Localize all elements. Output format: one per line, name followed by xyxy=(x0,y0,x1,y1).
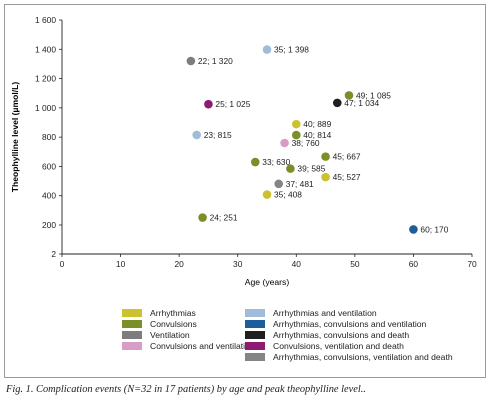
x-tick-label: 30 xyxy=(233,259,243,269)
y-tick-label: 200 xyxy=(42,220,56,230)
data-point-vent xyxy=(186,56,196,66)
data-point-acd xyxy=(332,98,342,108)
y-ticks: 2 200 400 600 800 1 000 1 200 1 400 1 600 xyxy=(35,15,62,259)
y-tick-label: 400 xyxy=(42,191,56,201)
data-point-label: 35; 408 xyxy=(274,190,302,200)
data-point-label: 25; 1 025 xyxy=(215,99,250,109)
data-point-acvd xyxy=(274,179,284,189)
x-ticks: 0 10 20 30 40 50 60 70 xyxy=(60,254,477,269)
data-point-av xyxy=(192,130,202,140)
y-axis-label: Theophylline level (µmol/L) xyxy=(10,82,20,193)
x-axis-label: Age (years) xyxy=(245,277,290,287)
x-tick-label: 0 xyxy=(60,259,65,269)
figure-frame xyxy=(4,4,486,378)
data-point-conv xyxy=(198,213,207,222)
y-tick-label: 1 200 xyxy=(35,74,56,84)
x-tick-label: 50 xyxy=(350,259,360,269)
data-point-arr xyxy=(262,190,272,199)
y-tick-label: 600 xyxy=(42,161,56,171)
data-point-label: 38; 760 xyxy=(292,138,320,148)
y-tick-label: 1 000 xyxy=(35,103,56,113)
x-tick-label: 40 xyxy=(292,259,302,269)
data-point-label: 47; 1 034 xyxy=(344,98,379,108)
axes xyxy=(61,20,472,255)
figure-caption: Fig. 1. Complication events (N=32 in 17 … xyxy=(6,384,366,395)
data-point-label: 45; 667 xyxy=(333,152,361,162)
data-point-arr xyxy=(291,119,301,129)
data-point-label: 37; 481 xyxy=(286,179,314,189)
data-point-label: 33; 630 xyxy=(262,157,290,167)
data-point-conv xyxy=(286,164,295,173)
data-point-cv xyxy=(280,138,289,148)
data-point-label: 22; 1 320 xyxy=(198,56,233,66)
data-point-label: 45; 527 xyxy=(333,172,361,182)
x-tick-label: 60 xyxy=(409,259,419,269)
data-point-conv xyxy=(321,152,330,161)
y-tick-label: 800 xyxy=(42,132,56,142)
data-point-conv xyxy=(344,91,354,100)
data-point-label: 23; 815 xyxy=(204,130,232,140)
data-point-label: 24; 251 xyxy=(210,213,238,223)
y-tick-label: 1 400 xyxy=(35,44,56,54)
data-point-cvd xyxy=(204,99,213,109)
data-point-av xyxy=(262,45,272,54)
data-point-conv xyxy=(291,130,301,140)
data-point-acv xyxy=(409,225,418,234)
y-tick-label: 1 600 xyxy=(35,15,56,25)
x-tick-label: 10 xyxy=(116,259,126,269)
data-point-conv xyxy=(250,157,260,167)
data-point-label: 60; 170 xyxy=(420,224,448,234)
x-tick-label: 20 xyxy=(174,259,184,269)
y-tick-label: 2 xyxy=(51,249,56,259)
data-point-arr xyxy=(321,172,330,182)
data-point-label: 35; 1 398 xyxy=(274,45,309,55)
data-point-label: 40; 889 xyxy=(303,119,331,129)
x-tick-label: 70 xyxy=(467,259,477,269)
data-point-label: 49; 1 085 xyxy=(356,90,391,100)
data-point-label: 40; 814 xyxy=(303,130,331,140)
data-point-label: 39; 585 xyxy=(297,164,325,174)
